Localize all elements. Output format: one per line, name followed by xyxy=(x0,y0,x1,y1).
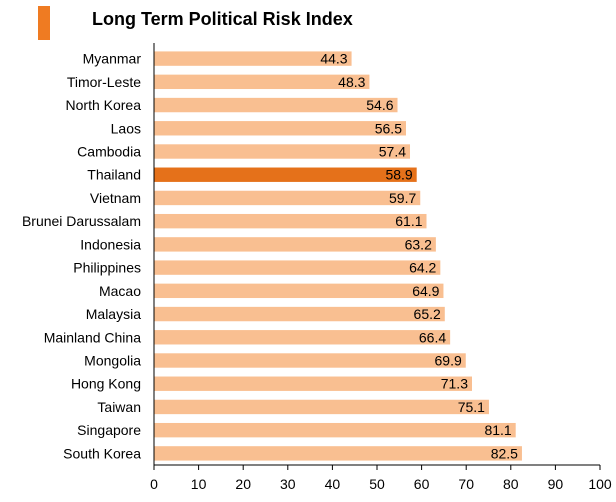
title-accent-bar xyxy=(38,6,50,40)
bar-taiwan xyxy=(154,399,489,415)
x-axis: 0 10 20 30 40 50 60 70 80 90 100 xyxy=(150,43,612,492)
bar-indonesia xyxy=(154,237,436,252)
data-label: 57.4 xyxy=(379,144,406,160)
data-label: 44.3 xyxy=(320,51,347,67)
category-label: Taiwan xyxy=(97,399,141,415)
bar-macao xyxy=(154,283,444,299)
category-label: Philippines xyxy=(73,260,141,276)
chart-title: Long Term Political Risk Index xyxy=(92,9,353,29)
bar-vietnam xyxy=(154,190,421,206)
data-label: 48.3 xyxy=(338,74,365,90)
x-tick-label: 80 xyxy=(503,476,519,492)
category-label: South Korea xyxy=(63,445,141,461)
category-label: Indonesia xyxy=(80,236,141,252)
data-label: 75.1 xyxy=(458,399,485,415)
x-tick-label: 10 xyxy=(191,476,207,492)
category-label: Mainland China xyxy=(44,329,141,345)
x-tick-label: 60 xyxy=(414,476,430,492)
category-label: North Korea xyxy=(66,97,142,113)
category-label: Timor-Leste xyxy=(67,74,141,90)
category-label: Laos xyxy=(111,120,141,136)
data-label: 64.2 xyxy=(409,260,436,276)
data-label: 58.9 xyxy=(385,167,412,183)
category-label: Cambodia xyxy=(77,144,141,160)
category-label: Myanmar xyxy=(83,51,142,67)
data-label: 82.5 xyxy=(491,445,518,461)
x-tick-label: 100 xyxy=(588,476,612,492)
data-label: 71.3 xyxy=(441,376,468,392)
bar-myanmar xyxy=(154,51,352,66)
category-label: Thailand xyxy=(87,167,141,183)
x-tick-label: 40 xyxy=(325,476,341,492)
bar-cambodia xyxy=(154,144,411,159)
category-label: Brunei Darussalam xyxy=(22,213,141,229)
bar-laos xyxy=(154,121,406,136)
x-tick-label: 0 xyxy=(150,476,158,492)
data-label: 63.2 xyxy=(405,236,432,252)
data-label: 59.7 xyxy=(389,190,416,206)
x-tick-label: 90 xyxy=(548,476,564,492)
bar-philippines xyxy=(154,260,441,275)
category-label: Macao xyxy=(99,283,141,299)
bar-hong-kong xyxy=(154,376,472,391)
category-label: Malaysia xyxy=(86,306,141,322)
bar-south-korea xyxy=(154,446,522,461)
bar-mainland-china xyxy=(154,330,451,345)
chart-header: Long Term Political Risk Index xyxy=(0,0,616,45)
data-label: 61.1 xyxy=(395,213,422,229)
x-tick-label: 30 xyxy=(280,476,296,492)
bar-north-korea xyxy=(154,97,398,113)
x-tick-label: 50 xyxy=(369,476,385,492)
bar-timor-leste xyxy=(154,74,370,90)
bar-singapore xyxy=(154,422,516,438)
data-label: 81.1 xyxy=(484,422,511,438)
x-tick-label: 70 xyxy=(458,476,474,492)
bar-brunei-darussalam xyxy=(154,213,427,229)
bar-mongolia xyxy=(154,353,466,368)
data-label: 64.9 xyxy=(412,283,439,299)
bar-thailand xyxy=(154,167,417,182)
data-label: 65.2 xyxy=(414,306,441,322)
category-label: Vietnam xyxy=(90,190,141,206)
data-label: 66.4 xyxy=(419,329,446,345)
category-label: Singapore xyxy=(77,422,141,438)
category-label: Mongolia xyxy=(84,353,141,369)
bar-malaysia xyxy=(154,306,445,322)
data-label: 54.6 xyxy=(366,97,393,113)
data-label: 56.5 xyxy=(375,120,402,136)
data-label: 69.9 xyxy=(435,353,462,369)
bars-group: Myanmar 44.3 Timor-Leste 48.3 North Korea 54.… xyxy=(22,51,522,461)
x-tick-label: 20 xyxy=(235,476,251,492)
category-label: Hong Kong xyxy=(71,376,141,392)
